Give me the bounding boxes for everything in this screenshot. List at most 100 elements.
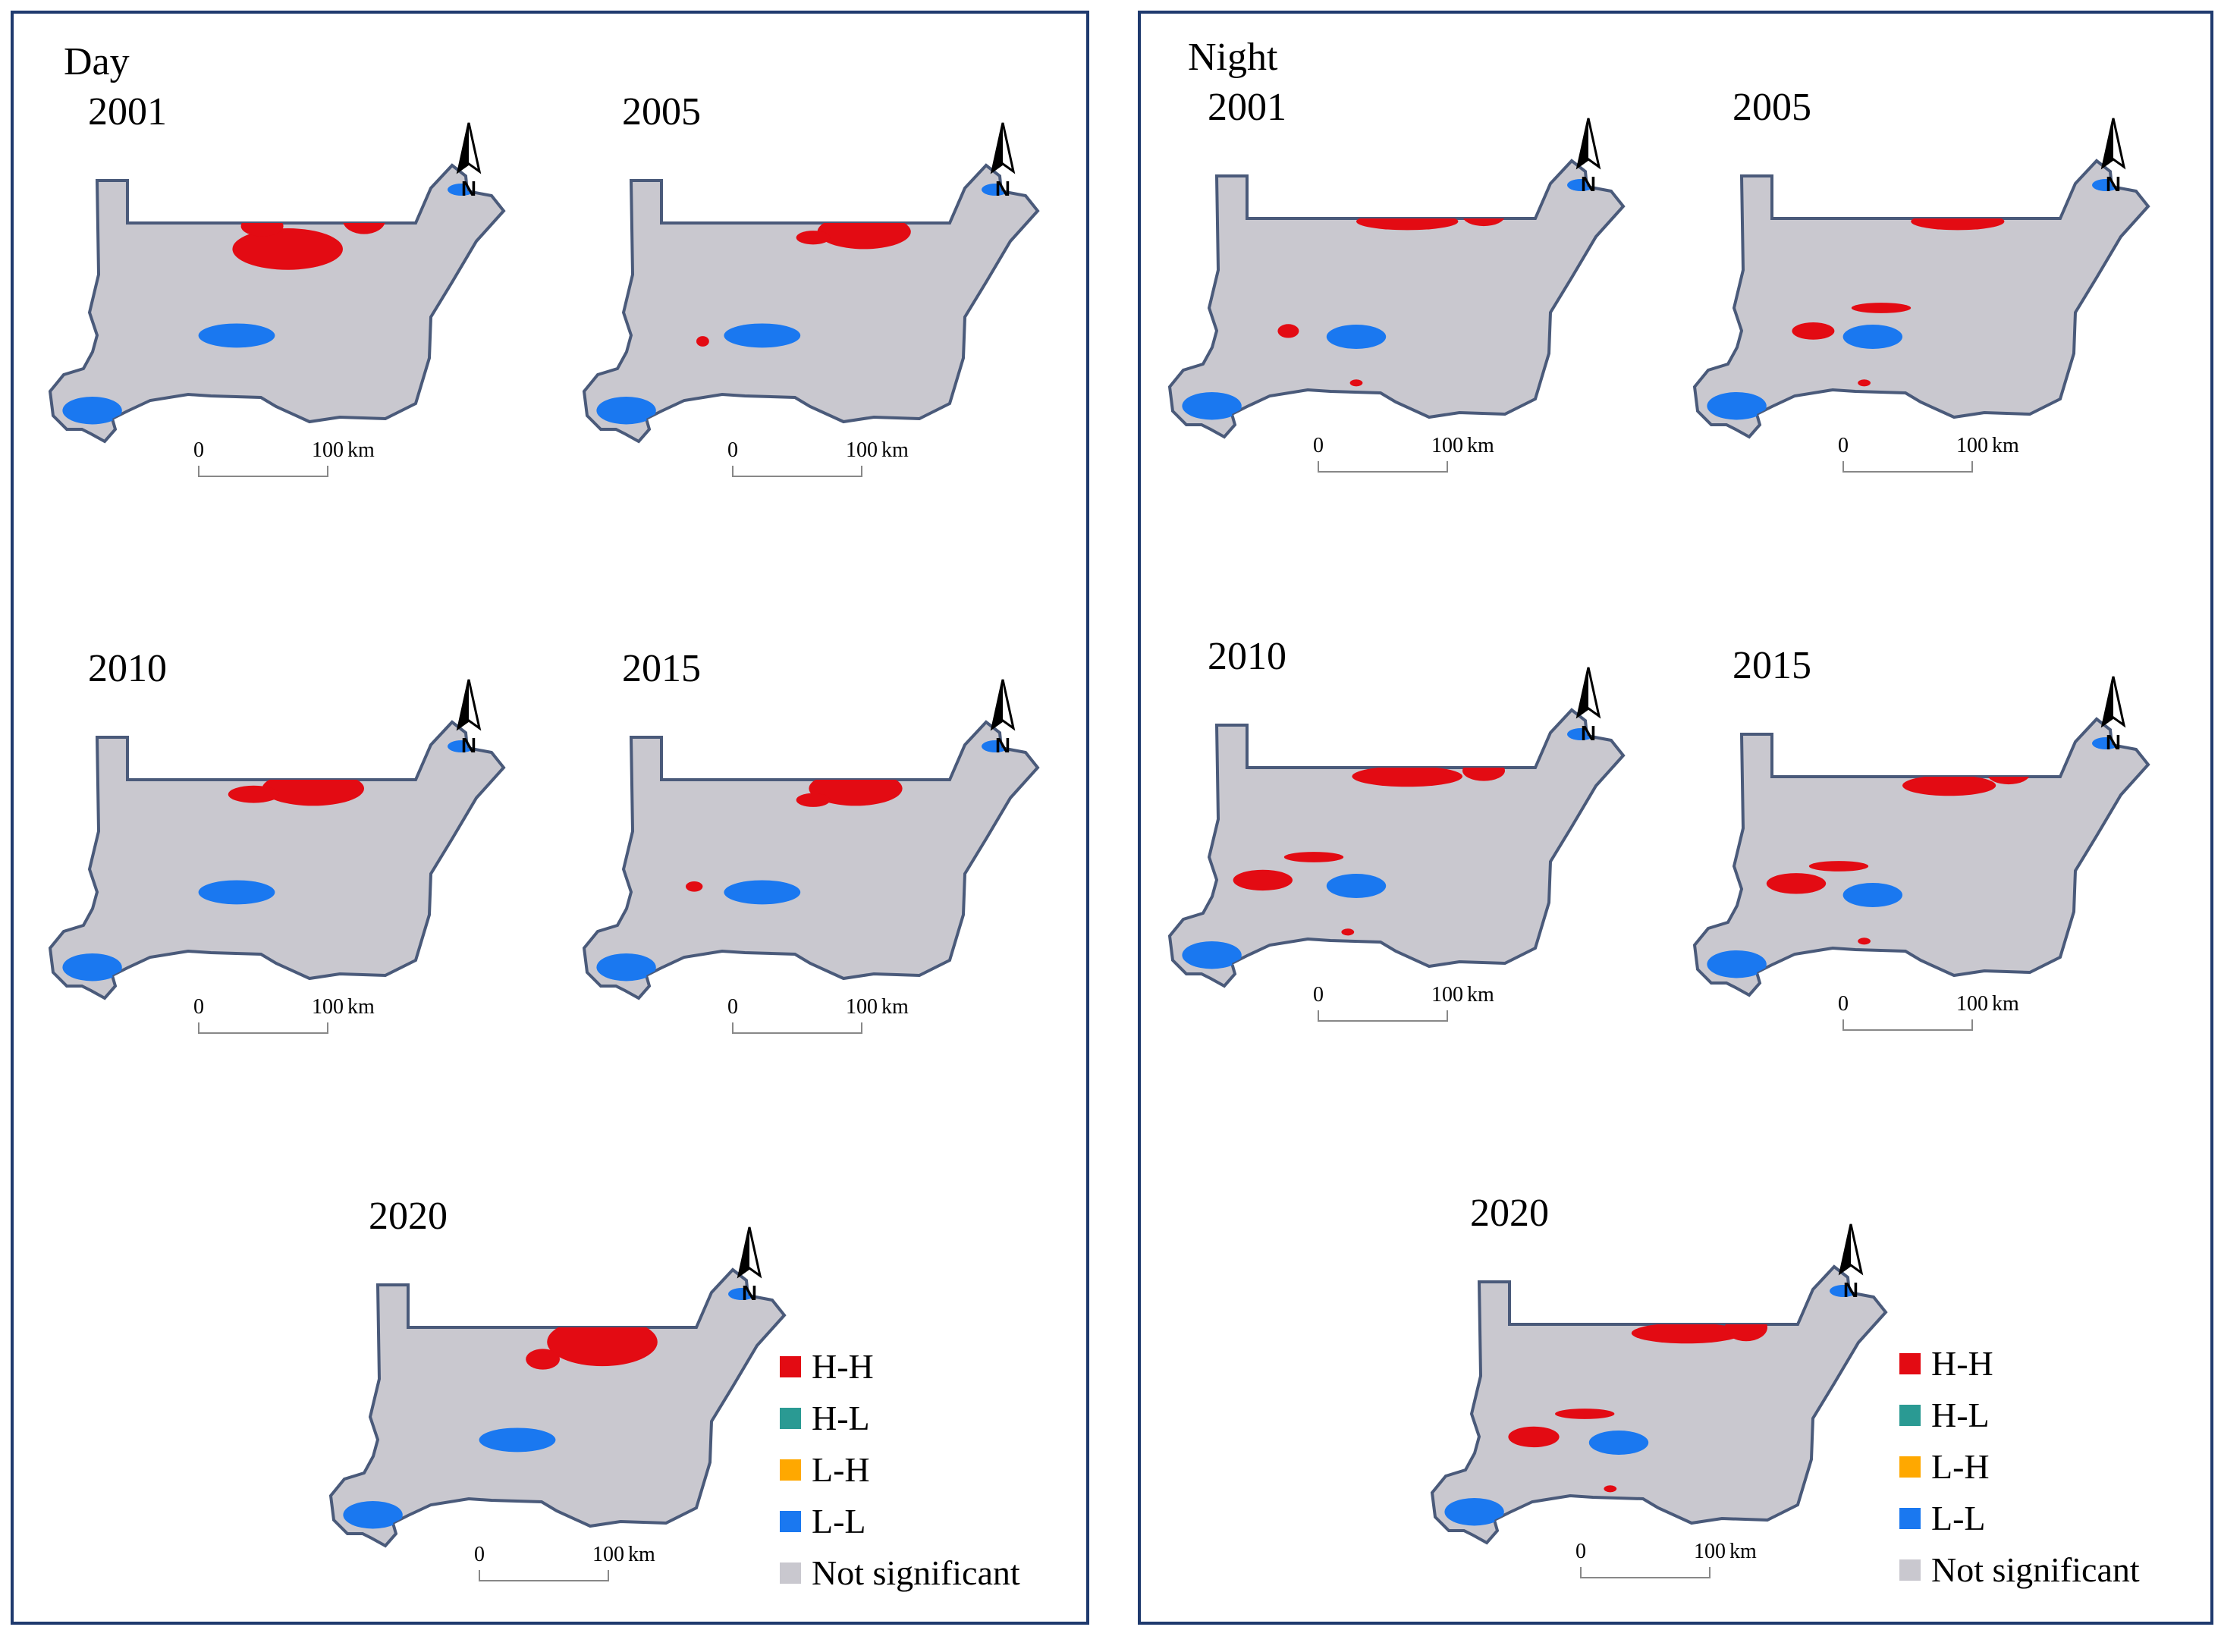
map-year-label: 2020 — [1470, 1192, 1549, 1235]
map-year-label: 2015 — [622, 647, 701, 690]
legend-item: H-H — [780, 1349, 874, 1385]
study-area-region — [1692, 717, 2150, 997]
legend-swatch — [780, 1562, 801, 1584]
map-year-label: 2010 — [1208, 635, 1286, 678]
hh-cluster — [1631, 1322, 1742, 1344]
legend: H-H H-L L-H L-L Not significant — [1899, 1346, 2203, 1603]
scale-end-label: 100 — [1956, 992, 1988, 1016]
scale-unit-label: km — [628, 1543, 655, 1566]
scale-start-label: 0 — [727, 995, 738, 1019]
legend-item: Not significant — [1899, 1552, 2140, 1588]
map-night-2001: 2001 N 0 100 km — [1156, 88, 1672, 543]
scale-end-label: 100 — [312, 438, 344, 462]
hh-cluster — [1911, 212, 2005, 231]
scale-end-label: 100 — [1694, 1540, 1726, 1563]
legend-swatch — [780, 1459, 801, 1481]
legend-swatch — [1899, 1559, 1921, 1581]
map-year-label: 2005 — [1733, 86, 1811, 129]
legend: H-H H-L L-H L-L Not significant — [780, 1349, 1083, 1606]
study-area-region — [48, 163, 506, 444]
north-arrow-icon: N — [456, 122, 482, 200]
hh-cluster — [228, 785, 279, 803]
hh-cluster — [1233, 869, 1293, 891]
map-night-2010: 2010 N 0 100 km — [1156, 637, 1672, 1092]
hh-cluster — [1851, 303, 1912, 313]
scale-start-label: 0 — [474, 1543, 485, 1566]
hh-cluster — [796, 231, 831, 245]
north-arrow-icon: N — [1575, 118, 1601, 196]
legend-swatch — [780, 1408, 801, 1429]
ll-cluster — [479, 1427, 556, 1453]
legend-label: H-L — [812, 1399, 870, 1437]
scale-start-label: 0 — [1838, 434, 1849, 457]
north-arrow-icon: N — [2100, 676, 2126, 754]
legend-item: L-L — [780, 1503, 866, 1540]
ll-cluster — [724, 880, 801, 905]
map-night-2020: 2020 N 0 100 km — [1418, 1194, 1934, 1649]
legend-item: L-L — [1899, 1500, 1986, 1537]
legend-item: Not significant — [780, 1555, 1020, 1591]
hh-cluster — [1352, 765, 1462, 787]
hh-cluster — [1902, 774, 1996, 796]
north-label: N — [461, 733, 476, 757]
scale-end-label: 100 — [592, 1543, 624, 1566]
hh-cluster — [796, 793, 831, 807]
scale-start-label: 0 — [193, 438, 204, 462]
scale-bar: 0 100 km — [193, 438, 375, 477]
study-area-map: N 0 100 km — [1167, 118, 1626, 473]
legend-label: Not significant — [1931, 1550, 2140, 1589]
legend-label: H-L — [1931, 1396, 1990, 1434]
legend-label: H-H — [1931, 1344, 1993, 1383]
hh-cluster — [1808, 861, 1869, 872]
ll-cluster — [198, 323, 275, 348]
scale-unit-label: km — [347, 438, 375, 462]
legend-swatch — [1899, 1405, 1921, 1426]
scale-unit-label: km — [1467, 434, 1494, 457]
scale-start-label: 0 — [193, 995, 204, 1019]
study-area-map: N 0 100 km — [1692, 676, 2150, 1031]
legend-label: L-H — [1931, 1447, 1990, 1486]
scale-start-label: 0 — [1313, 434, 1324, 457]
map-day-2015: 2015 N 0 100 km — [570, 649, 1086, 1104]
hh-cluster — [1858, 937, 1871, 945]
legend-item: H-L — [780, 1400, 870, 1437]
hh-cluster — [809, 771, 903, 806]
scale-end-label: 100 — [312, 995, 344, 1019]
study-area-region — [582, 163, 1040, 444]
ll-cluster — [1707, 950, 1767, 978]
hh-cluster — [240, 215, 284, 237]
hh-cluster — [1283, 852, 1344, 862]
scale-end-label: 100 — [1431, 434, 1463, 457]
scale-bar: 0 100 km — [1838, 434, 2019, 473]
north-arrow-icon: N — [1575, 667, 1601, 745]
scale-bar: 0 100 km — [193, 995, 375, 1034]
ll-cluster — [1842, 883, 1902, 907]
legend-swatch — [780, 1511, 801, 1532]
hh-cluster — [1349, 379, 1363, 387]
north-label: N — [1581, 721, 1596, 745]
ll-cluster — [198, 880, 275, 905]
study-area-region — [1167, 159, 1626, 439]
scale-start-label: 0 — [727, 438, 738, 462]
legend-label: H-H — [812, 1347, 874, 1386]
scale-end-label: 100 — [846, 438, 878, 462]
ll-cluster — [1707, 391, 1767, 420]
study-area-region — [1430, 1264, 1888, 1545]
scale-unit-label: km — [1467, 983, 1494, 1007]
hh-cluster — [1277, 324, 1299, 338]
north-label: N — [995, 177, 1010, 200]
hh-cluster — [817, 214, 911, 250]
map-day-2001: 2001 N 0 100 km — [36, 93, 552, 548]
study-area-map: N 0 100 km — [48, 122, 506, 477]
scale-unit-label: km — [881, 995, 909, 1019]
map-day-2010: 2010 N 0 100 km — [36, 649, 552, 1104]
legend-swatch — [1899, 1508, 1921, 1529]
legend-label: L-L — [1931, 1499, 1986, 1537]
study-area-map: N 0 100 km — [328, 1226, 787, 1581]
hh-cluster — [1462, 760, 1505, 781]
scale-unit-label: km — [1729, 1540, 1757, 1563]
study-area-region — [328, 1267, 787, 1548]
ll-cluster — [62, 953, 122, 981]
hh-cluster — [1792, 322, 1835, 340]
study-area-map: N 0 100 km — [582, 679, 1040, 1034]
